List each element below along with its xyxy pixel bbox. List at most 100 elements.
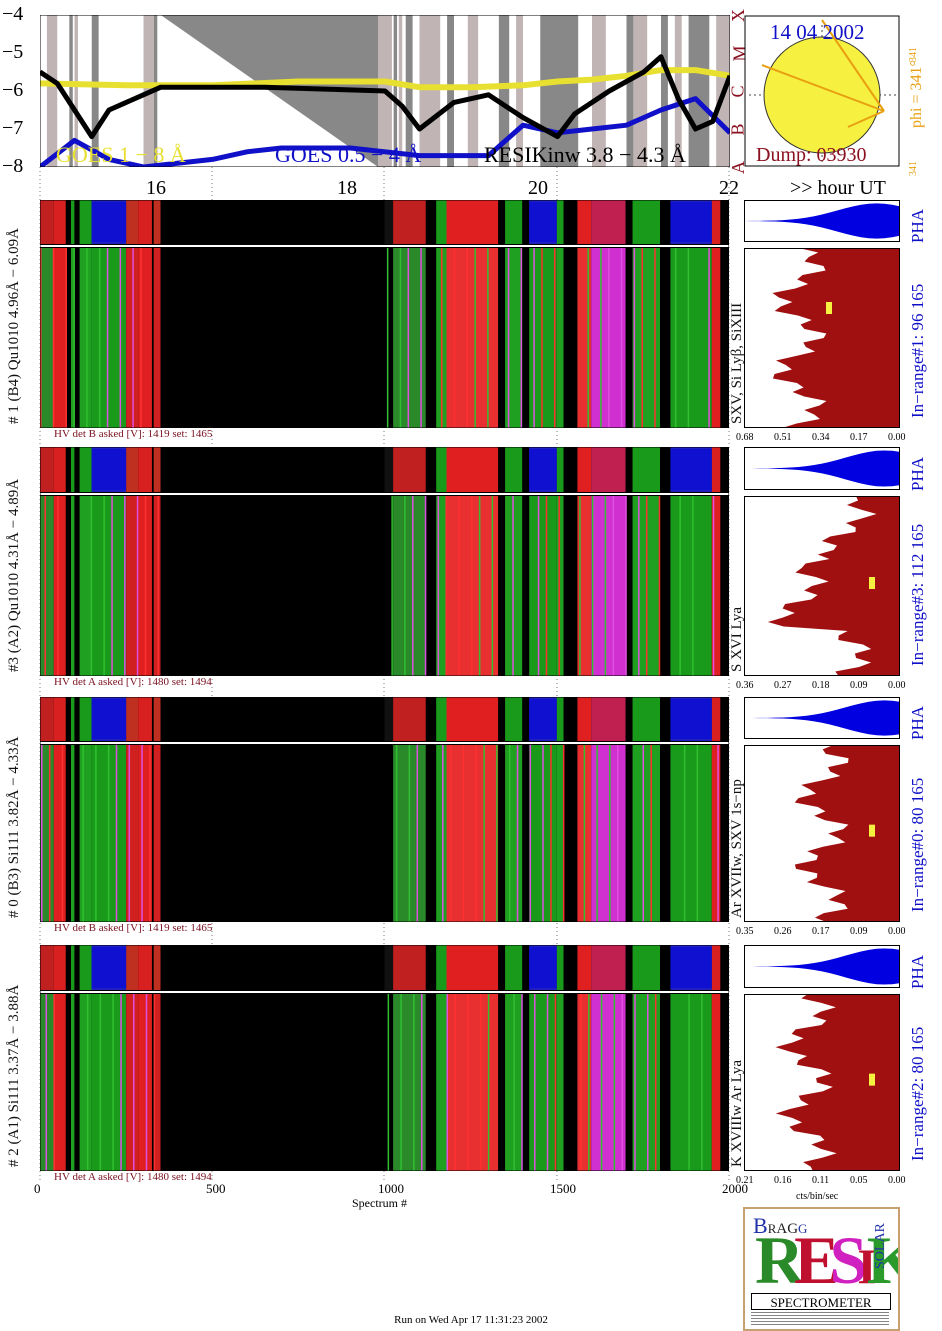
goes-data-gap (447, 15, 454, 167)
goes-data-gap (467, 15, 479, 167)
goes-data-gap (674, 15, 682, 167)
profile-marker (869, 1073, 875, 1086)
goes-data-gap (419, 15, 441, 167)
goes-series-2 (40, 54, 730, 140)
profile-tick: 0.68 (736, 432, 754, 443)
profile-tick: 0.34 (812, 432, 830, 443)
goes-data-gap (91, 15, 99, 167)
hv-readout-p3: HV det A asked [V]: 1480 set: 1494 (54, 676, 212, 688)
profile-tick: 0.36 (736, 680, 754, 691)
profile-tick: 0.26 (774, 926, 792, 937)
legend-goes-short: GOES 0.5 − 4 Å (275, 142, 422, 167)
profile-unit-label: cts/bin/sec (796, 1191, 839, 1202)
profile-tick: 0.00 (888, 680, 906, 691)
phi-top: 341 (908, 47, 919, 62)
profile-tick: 0.05 (850, 1175, 868, 1186)
profile-tick: 0.16 (774, 1175, 792, 1186)
logo-fineprint (751, 1311, 889, 1325)
spectrogram-p0 (40, 697, 729, 922)
pha-label-p1: PHA (908, 208, 927, 243)
hour-tick: 18 (337, 177, 357, 199)
line-profile-p2 (744, 994, 900, 1171)
hour-tick: 20 (528, 177, 548, 199)
in-range-p2: In−range#2: 80 165 (908, 1026, 927, 1161)
emission-lines-p2: K XVIIIw Ar Lya (729, 1059, 745, 1167)
resik-logo: BRAGG RESIK SOLAR SPECTROMETER (743, 1207, 900, 1331)
spectrogram-p3 (40, 447, 729, 676)
hour-tick: 22 (719, 177, 739, 199)
goes-data-gap (393, 15, 398, 167)
panel-label-p1: # 1 (B4) Qu1010 4.96Å − 6.09Å (6, 228, 22, 424)
profile-marker (826, 302, 832, 314)
pha-plot-p3 (744, 447, 900, 490)
profile-tick: 0.00 (888, 1175, 906, 1186)
sun-disc-panel (744, 15, 900, 167)
pha-plot-p2 (744, 945, 900, 988)
goes-data-gap (540, 15, 579, 167)
spectrum-tick: 1500 (550, 1181, 576, 1196)
hour-unit-label: >> hour UT (790, 177, 886, 199)
footer-run-date: Run on Wed Apr 17 11:31:23 2002 (394, 1314, 548, 1326)
goes-y-tick: −7 (2, 117, 24, 139)
goes-data-gap (516, 15, 523, 167)
spectrum-tick: 1000 (378, 1181, 404, 1196)
hv-readout-p0: HV det B asked [V]: 1419 set: 1465 (54, 922, 213, 934)
spectrogram-p1 (40, 200, 729, 428)
spectrum-tick: 0 (34, 1181, 41, 1196)
goes-data-gap (661, 15, 668, 167)
profile-tick: 0.21 (736, 1175, 754, 1186)
profile-marker (869, 577, 875, 589)
goes-data-gap (688, 15, 710, 167)
goes-y-tick: −5 (2, 41, 24, 63)
profile-tick: 0.17 (812, 926, 830, 937)
spectrum-tick: 500 (206, 1181, 226, 1196)
profile-tick: 0.51 (774, 432, 792, 443)
goes-series-0 (40, 67, 730, 91)
profile-tick: 0.18 (812, 680, 830, 691)
goes-data-gap (46, 15, 58, 167)
goes-data-gap (398, 15, 403, 167)
pha-label-p0: PHA (908, 705, 927, 740)
profile-tick: 0.00 (888, 926, 906, 937)
sun-date: 14 04 2002 (770, 20, 865, 44)
profile-tick: 0.00 (888, 432, 906, 443)
line-profile-p3 (744, 496, 900, 676)
panel-label-p2: # 2 (A1) Si111 3.37Å − 3.88Å (6, 984, 22, 1167)
pha-label-p3: PHA (908, 456, 927, 491)
goes-y-tick: −8 (2, 155, 24, 177)
logo-word: SPECTROMETER (770, 1295, 872, 1310)
goes-y-tick: −4 (2, 3, 24, 25)
sun-disc (763, 36, 881, 154)
pha-plot-p1 (744, 200, 900, 242)
in-range-p0: In−range#0: 80 165 (908, 777, 927, 912)
goes-data-gap (626, 15, 634, 167)
phi-bottom: 341 (908, 161, 919, 176)
profile-tick: 0.09 (850, 926, 868, 937)
goes-data-gap (633, 15, 648, 167)
legend-goes-long: GOES 1 − 8 Å (56, 142, 186, 167)
logo-spectrometer-box: SPECTROMETER (751, 1293, 891, 1310)
in-range-p3: In−range#3: 112 165 (908, 523, 927, 666)
spectrogram-p2 (40, 945, 729, 1171)
spectrum-tick: 2000 (722, 1181, 748, 1196)
logo-solar: SOLAR (873, 1223, 888, 1269)
hv-readout-p2: HV det A asked [V]: 1480 set: 1494 (54, 1171, 212, 1183)
spectrum-axis-label: Spectrum # (352, 1196, 407, 1210)
emission-lines-p1: SXV, Si Lyβ, SiXIII (729, 302, 745, 424)
profile-tick: 0.09 (850, 680, 868, 691)
goes-data-gap (405, 15, 413, 167)
goes-y-tick: −6 (2, 79, 24, 101)
hv-readout-p1: HV det B asked [V]: 1419 set: 1465 (54, 428, 213, 440)
dump-number: Dump: 03930 (756, 144, 867, 166)
panel-label-p0: # 0 (B3) Si111 3.82Å − 4.33Å (6, 736, 22, 918)
goes-data-gap (74, 15, 78, 167)
goes-plot (40, 15, 730, 167)
emission-lines-p3: S XVI Lya (729, 607, 745, 672)
pha-plot-p0 (744, 697, 900, 739)
logo-bragg: BRAGG (753, 1213, 808, 1238)
phi-label: phi = 341° (908, 60, 925, 128)
profile-marker (869, 824, 875, 837)
goes-data-gap (498, 15, 510, 167)
logo-resik: RESIK (755, 1222, 898, 1298)
hour-tick: 16 (146, 177, 166, 199)
